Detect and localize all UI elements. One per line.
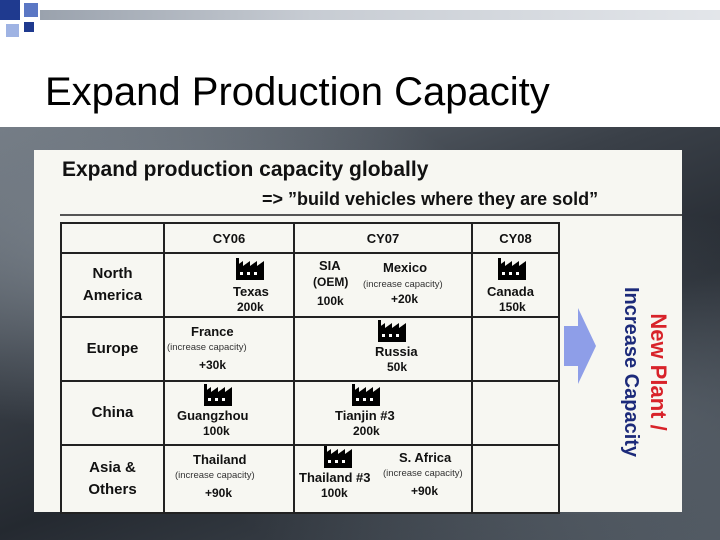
header-bar (40, 10, 720, 20)
capacity-cell: Thailand #3 100k S. Africa (increase cap… (293, 444, 473, 514)
side-label-line1: New Plant / (646, 313, 671, 430)
capacity-cell: Canada 150k (471, 252, 560, 318)
capacity-value: 200k (353, 424, 380, 438)
factory-icon (323, 446, 353, 468)
right-arrow-icon (564, 308, 596, 384)
table-row: Europe France (increase capacity) +30k R… (60, 316, 560, 382)
decor-square (6, 24, 19, 37)
plant-note: (increase capacity) (383, 468, 463, 479)
plant-name: Thailand #3 (299, 470, 371, 485)
decor-square (0, 0, 20, 20)
plant-name: S. Africa (399, 450, 452, 465)
header-corner (60, 222, 165, 254)
capacity-cell: Texas 200k (163, 252, 295, 318)
plant-name: SIA (319, 258, 341, 273)
factory-icon (497, 258, 527, 280)
column-header: CY08 (471, 222, 560, 254)
capacity-value: +30k (199, 358, 227, 372)
capacity-table: CY06 CY07 CY08 North America Texas 200k … (60, 222, 560, 514)
factory-icon (235, 258, 265, 280)
plant-name: Thailand (193, 452, 247, 467)
capacity-value: 100k (321, 486, 348, 500)
table-row: North America Texas 200k SIA (OEM) 100k … (60, 252, 560, 318)
region-cell: China (60, 380, 165, 446)
capacity-value: +20k (391, 292, 419, 306)
plant-note: (OEM) (313, 275, 349, 289)
decor-square (24, 3, 38, 17)
table-row: China Guangzhou 100k Tianjin #3 200k (60, 380, 560, 446)
factory-icon (351, 384, 381, 406)
region-label: China (91, 404, 134, 421)
capacity-cell: France (increase capacity) +30k (163, 316, 295, 382)
region-cell: Asia & Others (60, 444, 165, 514)
capacity-cell: SIA (OEM) 100k Mexico (increase capacity… (293, 252, 473, 318)
divider (60, 214, 682, 216)
plant-note: (increase capacity) (363, 279, 443, 290)
plant-name: France (191, 324, 234, 339)
factory-icon (203, 384, 233, 406)
capacity-figure: Expand production capacity globally => ”… (34, 150, 682, 514)
factory-icon (377, 320, 407, 342)
capacity-cell (471, 380, 560, 446)
capacity-cell: Russia 50k (293, 316, 473, 382)
figure-heading: Expand production capacity globally (62, 158, 429, 181)
plant-note: (increase capacity) (175, 470, 255, 481)
capacity-cell (471, 444, 560, 514)
region-label: America (82, 287, 143, 304)
capacity-cell: Tianjin #3 200k (293, 380, 473, 446)
capacity-value: 50k (387, 360, 408, 374)
capacity-value: 200k (237, 300, 264, 314)
decor-square (24, 22, 34, 32)
plant-name: Mexico (383, 260, 428, 275)
capacity-value: 100k (317, 294, 344, 308)
column-header: CY06 (163, 222, 295, 254)
capacity-cell: Guangzhou 100k (163, 380, 295, 446)
region-cell: North America (60, 252, 165, 318)
region-cell: Europe (60, 316, 165, 382)
plant-name: Texas (233, 284, 269, 299)
header-row: CY06 CY07 CY08 (60, 222, 560, 254)
plant-name: Tianjin #3 (335, 408, 395, 423)
column-header: CY07 (293, 222, 473, 254)
region-label: Europe (86, 340, 139, 357)
capacity-cell: Thailand (increase capacity) +90k (163, 444, 295, 514)
figure-subheading: => ”build vehicles where they are sold” (262, 189, 599, 209)
capacity-value: 150k (499, 300, 526, 314)
table-row: Asia & Others Thailand (increase capacit… (60, 444, 560, 514)
plant-name: Russia (375, 344, 418, 359)
plant-name: Guangzhou (177, 408, 249, 423)
capacity-cell (471, 316, 560, 382)
slide-title: Expand Production Capacity (45, 70, 550, 114)
region-label: Asia & (89, 459, 136, 476)
capacity-value: +90k (205, 486, 233, 500)
region-label: Others (88, 481, 137, 498)
capacity-value: 100k (203, 424, 230, 438)
side-label-line2: Increase Capacity (620, 287, 642, 458)
side-label: New Plant / Increase Capacity (620, 287, 671, 458)
region-label: North (92, 265, 133, 282)
plant-note: (increase capacity) (167, 342, 247, 353)
capacity-value: +90k (411, 484, 439, 498)
plant-name: Canada (487, 284, 534, 299)
